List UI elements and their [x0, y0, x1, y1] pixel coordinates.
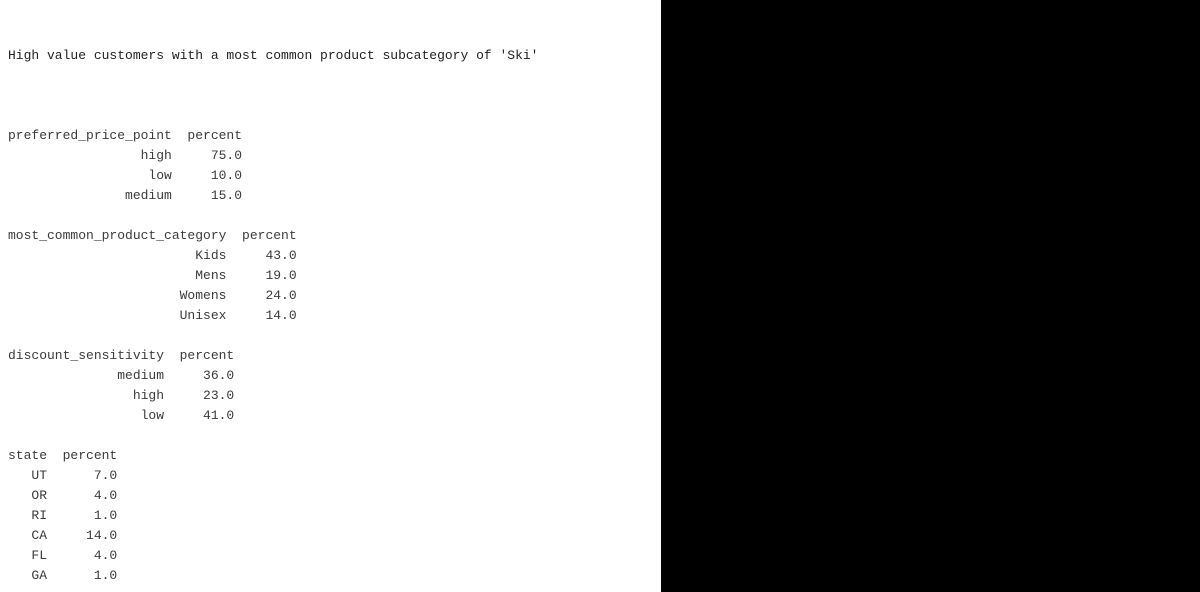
table-row: high 75.0 — [8, 146, 653, 166]
table-header: state percent — [8, 446, 653, 466]
tables-container: preferred_price_point percent high 75.0 … — [8, 126, 653, 586]
table-header: discount_sensitivity percent — [8, 346, 653, 366]
table-row: Unisex 14.0 — [8, 306, 653, 326]
table-row: Kids 43.0 — [8, 246, 653, 266]
table-row: low 10.0 — [8, 166, 653, 186]
table-header: preferred_price_point percent — [8, 126, 653, 146]
table-row: high 23.0 — [8, 386, 653, 406]
output-pane: High value customers with a most common … — [0, 0, 661, 592]
table-row: CA 14.0 — [8, 526, 653, 546]
table-row: low 41.0 — [8, 406, 653, 426]
page-title: High value customers with a most common … — [8, 46, 653, 66]
right-blank-pane — [661, 0, 1200, 592]
table-row: UT 7.0 — [8, 466, 653, 486]
table-row: medium 36.0 — [8, 366, 653, 386]
table-discount_sensitivity: discount_sensitivity percent medium 36.0… — [8, 346, 653, 426]
table-row: RI 1.0 — [8, 506, 653, 526]
table-row: Mens 19.0 — [8, 266, 653, 286]
table-row: medium 15.0 — [8, 186, 653, 206]
table-row: FL 4.0 — [8, 546, 653, 566]
table-row: GA 1.0 — [8, 566, 653, 586]
table-row: Womens 24.0 — [8, 286, 653, 306]
table-preferred_price_point: preferred_price_point percent high 75.0 … — [8, 126, 653, 206]
table-row: OR 4.0 — [8, 486, 653, 506]
table-state: state percent UT 7.0 OR 4.0 RI 1.0 CA 14… — [8, 446, 653, 586]
table-most_common_product_category: most_common_product_category percent Kid… — [8, 226, 653, 326]
table-header: most_common_product_category percent — [8, 226, 653, 246]
